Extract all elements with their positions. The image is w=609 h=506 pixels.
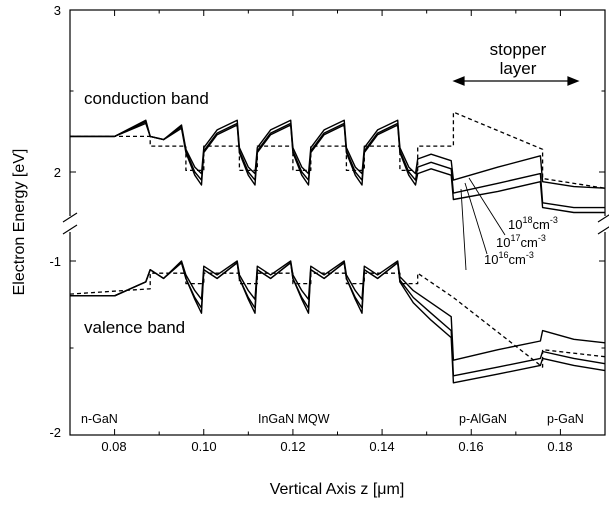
x-tick-label: 0.14 [369, 439, 394, 454]
x-tick-label: 0.08 [101, 439, 126, 454]
region-label-p-algan: p-AlGaN [459, 412, 507, 426]
solid-conduction-series-line [70, 119, 606, 189]
solid-valence-series-line [70, 262, 606, 377]
stopper-arrow [452, 76, 580, 86]
y-tick-label: -2 [49, 425, 61, 440]
y-axis-title: Electron Energy [eV] [11, 149, 28, 296]
y-tick-label: -1 [49, 254, 61, 269]
doping-label-1e16: 1016cm-3 [484, 250, 534, 267]
axis-break-marks [62, 212, 609, 235]
region-label-p-gan: p-GaN [547, 412, 584, 426]
x-tick-label: 0.18 [547, 439, 572, 454]
axis-break-slash [597, 226, 609, 235]
conduction-band-label: conduction band [84, 89, 209, 108]
x-tick-label: 0.16 [458, 439, 483, 454]
stopper-label: stopper [490, 40, 547, 59]
solid-valence-series-line [70, 260, 606, 361]
x-tick-label: 0.10 [191, 439, 216, 454]
dashed-conduction-series-line [70, 111, 606, 189]
y-tick-label: 3 [54, 3, 61, 18]
series-layer [69, 111, 606, 384]
x-axis-title: Vertical Axis z [μm] [270, 481, 405, 498]
axis-break-slash [597, 214, 609, 223]
dashed-valence-series-line [69, 272, 606, 368]
x-tick-label: 0.12 [280, 439, 305, 454]
doping-label-1e17: 1017cm-3 [496, 233, 546, 250]
region-label-n-gan: n-GaN [81, 412, 118, 426]
axis-ticks [69, 9, 606, 436]
doping-label-1e18: 1018cm-3 [508, 215, 558, 232]
axis-break-gap [599, 216, 609, 232]
axis-break-slash [62, 224, 78, 235]
y-tick-label: 2 [54, 165, 61, 180]
valence-band-label: valence band [84, 318, 185, 337]
axis-break-slash [62, 212, 78, 223]
layer-label: layer [500, 59, 537, 78]
doping-pointers [460, 177, 506, 271]
region-label-ingan-mqw: InGaN MQW [258, 412, 330, 426]
